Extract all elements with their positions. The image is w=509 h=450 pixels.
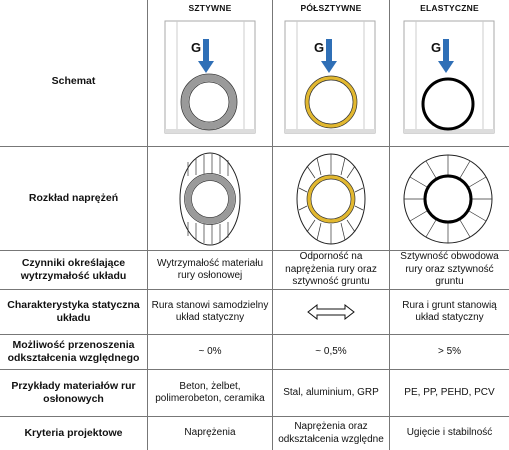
row-label-material-examples: Przykłady materiałów rur osłonowych [11, 380, 136, 405]
row-label-design-criteria: Kryteria projektowe [24, 427, 123, 439]
grid-line [0, 416, 509, 417]
column-header-rigid: SZTYWNE [188, 3, 232, 13]
load-label: G [314, 40, 324, 55]
grid-line [0, 146, 509, 147]
material-examples-flexible: PE, PP, PEHD, PCV [404, 386, 495, 398]
deformation-capacity-semi-rigid: ~ 0,5% [315, 345, 347, 357]
strength-factors-semi-rigid: Odporność na naprężenia rury oraz sztywn… [285, 251, 377, 288]
row-label-strength-factors: Czynniki określające wytrzymałość układu [20, 257, 127, 282]
design-criteria-semi-rigid: Naprężenia oraz odkształcenia względne [278, 421, 384, 445]
semi-rigid-pipe-schema: G [284, 20, 376, 134]
flexible-pipe-schema: G [403, 20, 495, 134]
static-characteristics-flexible: Rura i grunt stanowią układ statyczny [402, 299, 497, 324]
grid-line [147, 0, 148, 450]
strength-factors-rigid: Wytrzymałość materiału rury osłonowej [156, 257, 264, 282]
semi-rigid-stress-diagram [296, 153, 366, 245]
flexible-pipe-ring [421, 77, 475, 131]
load-arrow-icon [198, 39, 214, 73]
flexible-stress-diagram [403, 154, 493, 244]
rigid-pipe-schema: G [164, 20, 256, 134]
semi-rigid-pipe-ring [305, 76, 357, 128]
material-examples-semi-rigid: Stal, aluminium, GRP [283, 386, 379, 398]
double-arrow-icon [307, 304, 355, 320]
grid-line [0, 250, 509, 251]
deformation-capacity-rigid: ~ 0% [198, 345, 222, 357]
load-label: G [431, 40, 441, 55]
load-arrow-icon [321, 39, 337, 73]
row-label-deformation-capacity: Możliwość przenoszenia odkształcenia wzg… [7, 339, 140, 364]
row-label-static-characteristics: Charakterystyka statyczna układu [7, 299, 140, 324]
rigid-pipe-ring [181, 74, 237, 130]
material-examples-rigid: Beton, żelbet, polimerobeton, ceramika [155, 380, 265, 405]
deformation-capacity-flexible: > 5% [437, 345, 462, 357]
grid-line [0, 334, 509, 335]
row-label-stress-distribution: Rozkład naprężeń [28, 192, 119, 204]
column-header-flexible: ELASTYCZNE [420, 3, 479, 13]
grid-line [0, 289, 509, 290]
load-arrow-icon [438, 39, 454, 73]
rigid-stress-diagram [179, 152, 241, 246]
load-label: G [191, 40, 201, 55]
row-label-schema: Schemat [51, 74, 96, 87]
design-criteria-rigid: Naprężenia [184, 427, 236, 439]
grid-line [389, 0, 390, 450]
static-characteristics-rigid: Rura stanowi samodzielny układ statyczny [151, 299, 269, 324]
grid-line [272, 0, 273, 450]
column-header-semi-rigid: PÓŁSZTYWNE [300, 3, 362, 13]
grid-line [0, 369, 509, 370]
strength-factors-flexible: Sztywność obwodowa rury oraz sztywność g… [400, 251, 499, 288]
design-criteria-flexible: Ugięcie i stabilność [406, 427, 493, 439]
static-characteristics-semi-rigid [273, 290, 389, 334]
